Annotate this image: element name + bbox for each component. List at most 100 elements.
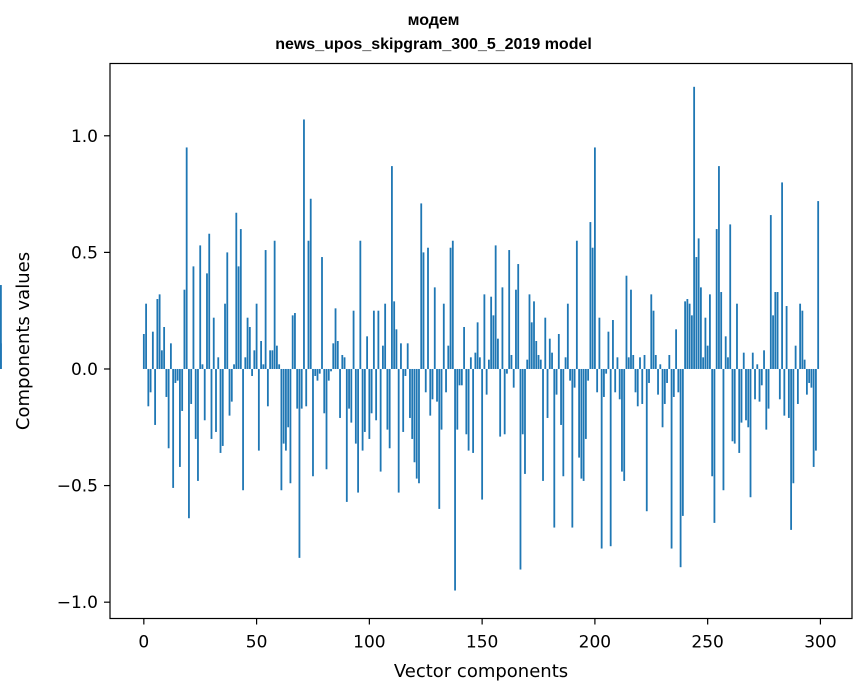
bar-17 bbox=[181, 368, 184, 411]
bar-153 bbox=[487, 359, 490, 369]
bar-83 bbox=[330, 368, 332, 372]
bar-145 bbox=[469, 357, 472, 369]
bar-52 bbox=[260, 341, 263, 369]
bar-222 bbox=[643, 354, 646, 369]
bar-3 bbox=[149, 368, 152, 393]
bar-179 bbox=[546, 368, 549, 418]
bar-33 bbox=[217, 357, 220, 369]
bar-253 bbox=[713, 368, 716, 523]
bar-233 bbox=[668, 354, 671, 369]
bar-272 bbox=[756, 364, 759, 369]
bar-249 bbox=[704, 317, 707, 369]
bar-11 bbox=[167, 368, 170, 449]
bar-234 bbox=[670, 368, 673, 549]
bar-193 bbox=[578, 368, 581, 458]
bar-187 bbox=[564, 357, 567, 369]
bar-24 bbox=[197, 368, 199, 481]
bar-239 bbox=[681, 368, 684, 516]
bar-250 bbox=[706, 345, 709, 369]
bar-287 bbox=[790, 368, 793, 530]
bar-38 bbox=[228, 368, 231, 416]
bar-196 bbox=[584, 368, 587, 439]
bar-46 bbox=[246, 317, 249, 369]
bar-68 bbox=[296, 368, 299, 409]
bar-55 bbox=[266, 368, 269, 407]
bar-188 bbox=[566, 303, 569, 369]
x-axis-label: Vector components bbox=[394, 661, 568, 682]
bar-16 bbox=[179, 368, 181, 467]
bar-36 bbox=[224, 303, 226, 369]
bar-247 bbox=[699, 287, 702, 369]
bar-42 bbox=[237, 266, 240, 369]
bar-177 bbox=[542, 368, 544, 481]
bar-229 bbox=[659, 364, 662, 369]
x-tick-label: 100 bbox=[353, 633, 385, 653]
bar-59 bbox=[275, 345, 278, 369]
bar-91 bbox=[348, 368, 350, 409]
bar-109 bbox=[388, 368, 391, 449]
bar-6 bbox=[156, 299, 159, 369]
bar-173 bbox=[533, 301, 535, 369]
bar-147 bbox=[474, 352, 477, 369]
bar-176 bbox=[539, 359, 542, 369]
bar-9 bbox=[163, 327, 166, 369]
bar-69 bbox=[298, 368, 301, 558]
bar-40 bbox=[233, 364, 235, 369]
bar-27 bbox=[203, 368, 206, 421]
bar-299 bbox=[817, 201, 820, 369]
bar-39 bbox=[230, 368, 233, 402]
bar-221 bbox=[641, 368, 644, 404]
bar-278 bbox=[769, 215, 772, 369]
bar-78 bbox=[318, 368, 321, 374]
bar-70 bbox=[300, 368, 303, 409]
y-tick-label: −0.5 bbox=[57, 477, 98, 497]
bar-198 bbox=[589, 222, 592, 369]
bar-84 bbox=[332, 343, 335, 369]
bar-124 bbox=[422, 252, 425, 369]
bar-199 bbox=[591, 247, 594, 369]
bar-210 bbox=[616, 357, 619, 369]
bar-231 bbox=[663, 368, 666, 404]
bar-1 bbox=[145, 303, 147, 369]
bar-245 bbox=[695, 257, 698, 369]
bar-49 bbox=[253, 350, 256, 369]
bar-202 bbox=[598, 317, 601, 369]
bar-293 bbox=[803, 359, 806, 369]
bar-168 bbox=[521, 368, 524, 435]
bar-37 bbox=[226, 252, 229, 369]
bar-262 bbox=[733, 368, 736, 444]
bar-56 bbox=[269, 350, 272, 369]
bar-128 bbox=[431, 368, 434, 400]
bar-243 bbox=[690, 315, 693, 369]
bar-28 bbox=[206, 273, 208, 369]
bar-225 bbox=[650, 294, 653, 369]
bar-282 bbox=[778, 368, 781, 400]
bar-194 bbox=[580, 368, 583, 479]
bar-260 bbox=[729, 224, 732, 369]
bar-115 bbox=[402, 368, 405, 432]
bar-92 bbox=[350, 368, 353, 423]
bar-205 bbox=[605, 368, 608, 374]
bar-270 bbox=[751, 352, 754, 369]
bar-134 bbox=[445, 368, 447, 393]
bar-111 bbox=[393, 301, 396, 369]
bar-81 bbox=[325, 368, 328, 470]
bar-126 bbox=[427, 247, 429, 369]
y-tick-label: −1.0 bbox=[57, 593, 98, 613]
bar-290 bbox=[796, 368, 799, 404]
bar-289 bbox=[794, 345, 797, 369]
bar-99 bbox=[366, 336, 369, 369]
bar-283 bbox=[781, 182, 783, 369]
bar-141 bbox=[460, 368, 463, 386]
bar-154 bbox=[490, 296, 493, 369]
bar-184 bbox=[557, 334, 560, 369]
bar-82 bbox=[327, 368, 330, 381]
bar-277 bbox=[767, 368, 770, 409]
bar-268 bbox=[747, 368, 750, 428]
bar-58 bbox=[273, 240, 276, 369]
bar-87 bbox=[339, 368, 341, 418]
bar-5 bbox=[154, 368, 157, 425]
bar-53 bbox=[262, 364, 265, 369]
bar-94 bbox=[354, 368, 357, 444]
bar-34 bbox=[219, 368, 222, 453]
